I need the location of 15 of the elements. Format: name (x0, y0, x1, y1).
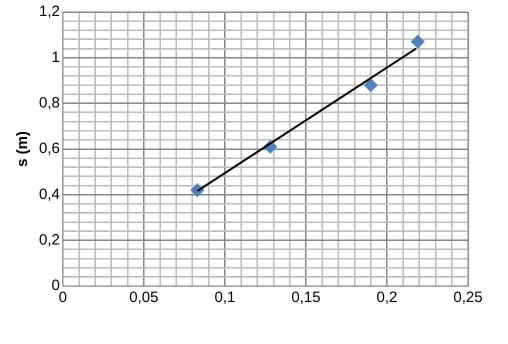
x-tick-label: 0,1 (214, 289, 236, 306)
x-tick-label: 0,25 (453, 289, 483, 306)
y-tick-label: 0 (52, 277, 60, 294)
y-tick-label: 0,2 (38, 231, 60, 248)
x-tick-label: 0,05 (129, 289, 158, 306)
x-tick-label: 0,2 (376, 289, 398, 306)
y-tick-label: 1,2 (38, 3, 60, 20)
point (364, 78, 378, 92)
y-axis-title: s (m) (14, 131, 32, 167)
y-tick-label: 0,6 (38, 140, 60, 158)
point (410, 34, 425, 49)
x-tick-label: 0,15 (291, 289, 321, 306)
y-tick-label: 1 (52, 48, 60, 66)
y-tick-label: 0,8 (38, 94, 60, 112)
y-tick-label: 0,4 (38, 186, 60, 203)
